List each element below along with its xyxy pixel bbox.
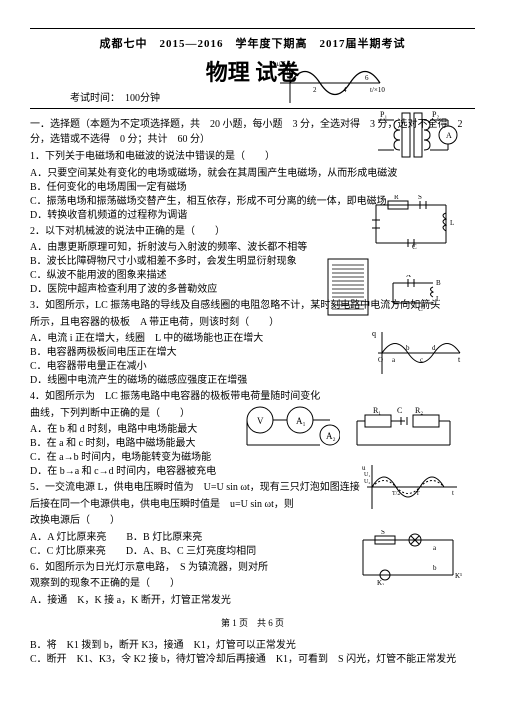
svg-text:A₁: A₁ xyxy=(296,416,306,426)
fig-double-sine: u U₁ U₂ t T/2 T xyxy=(362,462,462,512)
svg-text:R: R xyxy=(394,195,399,201)
svg-text:V: V xyxy=(257,416,264,426)
svg-text:20: 20 xyxy=(283,67,291,75)
svg-text:P₁: P₁ xyxy=(380,110,387,119)
q1-B: B．任何变化的电场周围一定有磁场 xyxy=(30,181,475,195)
svg-text:T/2: T/2 xyxy=(392,491,400,497)
q2-B: B．波长比障碍物尺寸小或相差不多时，会发生明显衍射现象 xyxy=(30,255,475,269)
svg-text:c: c xyxy=(420,356,423,364)
exam-time: 考试时间： 100分钟 xyxy=(70,89,475,104)
svg-text:4: 4 xyxy=(343,86,347,94)
gap xyxy=(30,629,475,639)
svg-text:q: q xyxy=(372,329,376,338)
svg-text:S: S xyxy=(418,195,422,201)
svg-text:2: 2 xyxy=(313,86,317,94)
fig-meters: V A₁ A₂ xyxy=(240,400,340,455)
svg-text:R₂: R₂ xyxy=(415,406,423,415)
svg-text:U₁: U₁ xyxy=(364,472,370,478)
fig-lamp-circuit: S K₂ a b K¹ xyxy=(355,530,465,585)
section-line-b: 分，选错或不选得 0 分；共计 60 分） xyxy=(30,134,210,145)
svg-text:L: L xyxy=(436,295,440,303)
svg-text:t/×10⁻²s: t/×10⁻²s xyxy=(370,86,385,94)
fig-spring-coil xyxy=(320,255,378,319)
svg-text:u: u xyxy=(362,464,366,472)
fig-sine-top: u/V t/×10⁻²s 20 2 4 6 xyxy=(275,58,385,108)
fig-rbox: R₁ R₂ C xyxy=(355,400,460,455)
svg-text:B: B xyxy=(436,279,441,287)
svg-text:K₂: K₂ xyxy=(377,579,385,585)
fig-q-sine: q t O a b c d xyxy=(370,328,465,378)
svg-text:6: 6 xyxy=(365,74,369,82)
svg-text:b: b xyxy=(433,564,437,572)
svg-text:S: S xyxy=(381,530,385,536)
svg-text:L: L xyxy=(450,219,454,227)
svg-text:t: t xyxy=(458,355,461,364)
svg-text:A: A xyxy=(406,275,411,279)
subject-title: 物理 试卷 xyxy=(30,55,475,87)
fig-transformer: A P₁ P₂ xyxy=(370,105,460,165)
svg-text:C: C xyxy=(418,305,423,311)
page-footer: 第 1 页 共 6 页 xyxy=(30,616,475,629)
svg-text:a: a xyxy=(392,356,396,364)
svg-text:t: t xyxy=(452,489,454,497)
svg-text:A₂: A₂ xyxy=(326,431,336,441)
svg-text:T: T xyxy=(416,491,420,497)
q5-stem-c: 改换电源后（ ） xyxy=(30,514,475,529)
svg-text:b: b xyxy=(406,344,410,352)
fig-lc-cap: A B L C xyxy=(388,275,443,311)
school-line: 成都七中 2015—2016 学年度下期高 2017届半期考试 xyxy=(30,35,475,51)
svg-text:C: C xyxy=(397,406,402,415)
svg-text:O: O xyxy=(378,356,383,364)
q6-C: C．断开 K1、K3，令 K2 接 b，待灯管冷却后再接通 K1，可看到 S 闪… xyxy=(30,653,475,667)
svg-text:A: A xyxy=(446,131,452,140)
rule-top xyxy=(30,28,475,29)
svg-text:R₁: R₁ xyxy=(373,406,381,415)
q6-B: B．将 K1 拨到 b，断开 K3，接通 K1，灯管可以正常发光 xyxy=(30,639,475,653)
q6-A: A．接通 K，K 接 a，K 断开，灯管正常发光 xyxy=(30,594,475,608)
svg-text:P₂: P₂ xyxy=(432,110,439,119)
fig-rlc: R S L C xyxy=(368,195,456,253)
q1-A: A．只要空间某处有变化的电场或磁场，就会在其周围产生电磁场，从而形成电磁波 xyxy=(30,167,475,181)
svg-text:d: d xyxy=(432,344,436,352)
svg-text:K¹: K¹ xyxy=(455,572,462,580)
svg-text:U₂: U₂ xyxy=(364,479,370,485)
svg-text:a: a xyxy=(433,544,437,552)
